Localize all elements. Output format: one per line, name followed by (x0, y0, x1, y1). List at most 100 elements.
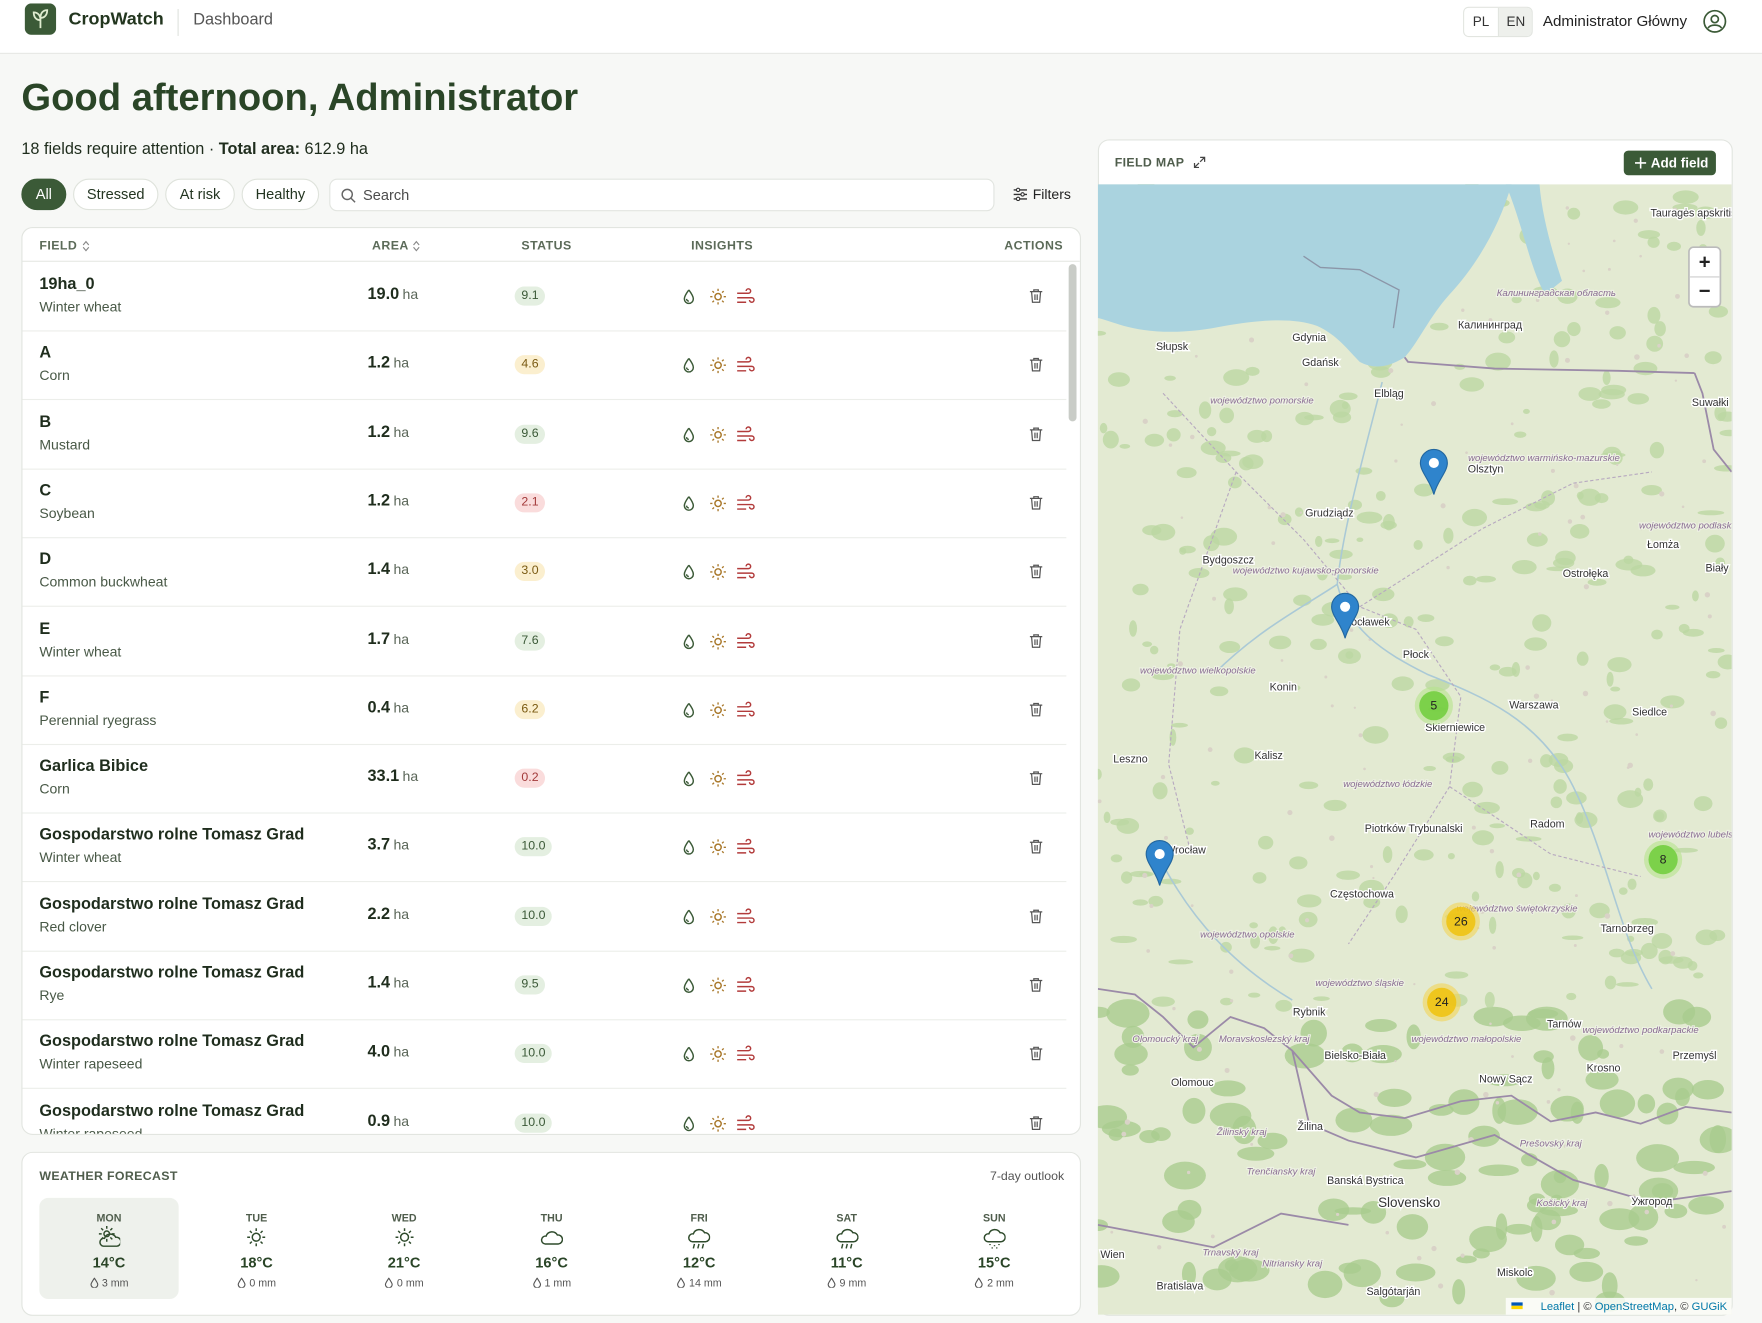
sun-icon[interactable] (714, 774, 722, 783)
sun-icon[interactable] (714, 361, 722, 370)
wind-icon[interactable] (737, 425, 755, 441)
delete-icon[interactable] (1029, 633, 1043, 648)
language-option[interactable]: EN (1497, 7, 1532, 36)
filter-pill[interactable]: Healthy (241, 178, 320, 211)
water-icon[interactable] (683, 840, 695, 856)
delete-icon[interactable] (1029, 771, 1043, 786)
wind-icon[interactable] (737, 701, 755, 717)
wind-icon[interactable] (737, 563, 755, 579)
table-row[interactable]: C Soybean 1.2 ha 2.1 (22, 468, 1067, 539)
table-row[interactable]: D Common buckwheat 1.4 ha 3.0 (22, 537, 1067, 608)
forecast-day[interactable]: THU 16°C 1 mm (482, 1198, 621, 1299)
map[interactable]: Gdynia Gdańsk Słupsk Elbląg Калининград Olszt… (1097, 184, 1732, 1315)
sun-icon[interactable] (714, 843, 722, 852)
sun-icon[interactable] (714, 981, 722, 990)
sort-icon[interactable] (412, 240, 420, 252)
table-row[interactable]: Garlica Bibice Corn 33.1 ha 0.2 (22, 744, 1067, 814)
delete-icon[interactable] (1029, 427, 1043, 442)
wind-icon[interactable] (737, 908, 755, 923)
column-header[interactable]: AREA (371, 239, 409, 253)
delete-icon[interactable] (1029, 289, 1043, 304)
forecast-day[interactable]: TUE 18°C 0 mm (187, 1198, 326, 1299)
water-icon[interactable] (683, 978, 695, 993)
table-row[interactable]: Gospodarstwo rolne Tomasz Grad Winter rap… (22, 1020, 1067, 1090)
table-row[interactable]: F Perennial ryegrass 0.4 ha 6.2 (22, 675, 1067, 745)
wind-icon[interactable] (737, 356, 755, 372)
water-icon[interactable] (683, 565, 695, 580)
table-row[interactable]: Gospodarstwo rolne Tomasz Grad Red clover… (22, 882, 1067, 952)
water-icon[interactable] (683, 1047, 695, 1062)
table-row[interactable]: Gospodarstwo rolne Tomasz Grad Winter whe… (22, 813, 1067, 883)
sun-icon[interactable] (714, 637, 722, 645)
filter-pill[interactable]: At risk (165, 178, 235, 211)
forecast-day[interactable]: MON 14°C 3 mm (39, 1197, 179, 1300)
delete-icon[interactable] (1029, 1047, 1043, 1062)
water-icon[interactable] (683, 1116, 695, 1131)
water-icon[interactable] (683, 427, 695, 442)
attribution-part[interactable]: Leaflet (1541, 1301, 1576, 1313)
water-icon[interactable] (683, 909, 695, 925)
water-icon[interactable] (683, 289, 695, 305)
forecast-day[interactable]: FRI 12°C 14 mm (629, 1198, 768, 1299)
delete-icon[interactable] (1029, 564, 1043, 579)
attribution-part[interactable]: GUGiK (1692, 1301, 1728, 1313)
zoom-in[interactable]: + (1699, 251, 1711, 273)
filter-pill[interactable]: All (21, 178, 67, 211)
sun-icon[interactable] (714, 1119, 722, 1128)
zoom-out[interactable]: − (1699, 281, 1711, 303)
wind-icon[interactable] (737, 839, 755, 855)
scrollbar[interactable] (1068, 264, 1077, 422)
delete-icon[interactable] (1029, 909, 1043, 924)
sun-icon[interactable] (714, 706, 722, 714)
water-icon[interactable] (683, 633, 695, 649)
table-row[interactable]: B Mustard 1.2 ha 9.6 (22, 400, 1067, 470)
table-row[interactable]: 19ha_0 Winter wheat 19.0 ha 9.1 (22, 262, 1067, 332)
cluster[interactable] (1427, 987, 1457, 1017)
delete-icon[interactable] (1029, 358, 1043, 373)
forecast-day[interactable]: SUN 15°C 2 mm (925, 1198, 1064, 1299)
wind-icon[interactable] (737, 1114, 755, 1130)
delete-icon[interactable] (1029, 978, 1043, 993)
wind-icon[interactable] (737, 770, 755, 786)
sort-icon[interactable] (82, 240, 90, 252)
table-row[interactable]: A Corn 1.2 ha 4.6 (22, 331, 1067, 401)
field-pin[interactable] (1331, 592, 1360, 639)
language-option[interactable]: PL (1464, 7, 1498, 36)
nav-link[interactable]: Dashboard (193, 11, 273, 30)
sun-icon[interactable] (714, 912, 722, 921)
table-row[interactable]: Gospodarstwo rolne Tomasz Grad Rye 1.4 ha 9.… (22, 951, 1067, 1021)
delete-icon[interactable] (1029, 702, 1043, 717)
delete-icon[interactable] (1029, 840, 1043, 855)
table-row[interactable]: Gospodarstwo rolne Tomasz Grad Winter rap… (22, 1088, 1066, 1134)
sun-icon[interactable] (714, 568, 722, 577)
field-pin[interactable] (1419, 448, 1448, 495)
cluster[interactable] (1419, 691, 1449, 721)
brand[interactable]: CropWatch (68, 10, 164, 30)
wind-icon[interactable] (737, 1045, 755, 1061)
sun-icon[interactable] (714, 292, 722, 301)
delete-icon[interactable] (1029, 495, 1043, 510)
attribution-part[interactable]: OpenStreetMap (1595, 1301, 1674, 1313)
wind-icon[interactable] (737, 632, 755, 648)
add-field-button[interactable]: Add field (1623, 150, 1716, 176)
user-icon[interactable] (1702, 9, 1727, 34)
wind-icon[interactable] (737, 288, 755, 304)
wind-icon[interactable] (737, 976, 755, 992)
expand-icon[interactable] (1193, 156, 1206, 169)
table-row[interactable]: E Winter wheat 1.7 ha 7.6 (22, 606, 1067, 676)
filter-pill[interactable]: Stressed (73, 178, 159, 211)
sun-icon[interactable] (714, 430, 722, 439)
forecast-day[interactable]: SAT 11°C 9 mm (777, 1198, 916, 1299)
field-pin[interactable] (1145, 839, 1174, 886)
logo[interactable] (24, 3, 57, 35)
cluster[interactable] (1648, 845, 1678, 875)
water-icon[interactable] (683, 702, 695, 718)
column-header[interactable]: FIELD (39, 239, 78, 253)
sun-icon[interactable] (714, 1050, 722, 1059)
cluster[interactable] (1446, 906, 1476, 937)
search-box[interactable]: Search (329, 178, 995, 212)
delete-icon[interactable] (1029, 1115, 1043, 1130)
water-icon[interactable] (683, 358, 695, 374)
forecast-day[interactable]: WED 21°C 0 mm (334, 1198, 473, 1299)
wind-icon[interactable] (737, 494, 755, 510)
